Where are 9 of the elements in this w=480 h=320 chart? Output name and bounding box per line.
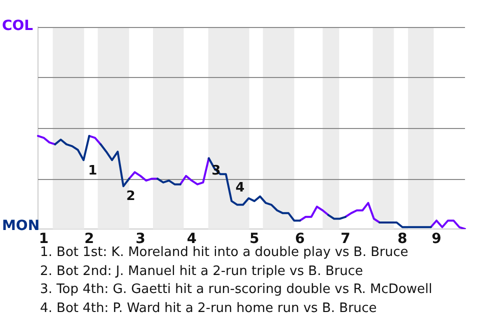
annotation: 1	[88, 164, 98, 179]
text: 3. Top 4th: G. Gaetti hit a run-scoring double vs R. McDowell	[40, 281, 432, 299]
annotation: 2	[126, 188, 136, 204]
text: 4. Bot 4th: P. Ward hit a 2-run home run vs B. Bruce	[40, 300, 378, 318]
x-tick-label: 9	[432, 231, 442, 248]
text: COL	[2, 18, 34, 34]
annotation: MON	[2, 218, 40, 234]
annotation: 4	[236, 180, 245, 196]
text: 2. Bot 2nd: J. Manuel hit a 2-run triple vs B. Bruce	[40, 262, 364, 280]
